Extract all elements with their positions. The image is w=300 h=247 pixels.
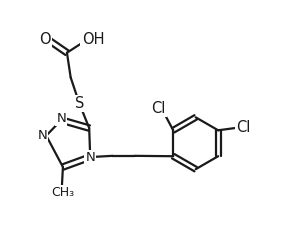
Text: S: S: [75, 96, 84, 111]
Text: N: N: [56, 112, 66, 125]
Text: O: O: [39, 32, 50, 47]
Text: N: N: [85, 151, 95, 164]
Text: OH: OH: [82, 32, 104, 47]
Text: Cl: Cl: [151, 101, 166, 116]
Text: CH₃: CH₃: [51, 186, 74, 199]
Text: N: N: [38, 129, 47, 142]
Text: Cl: Cl: [236, 120, 250, 135]
